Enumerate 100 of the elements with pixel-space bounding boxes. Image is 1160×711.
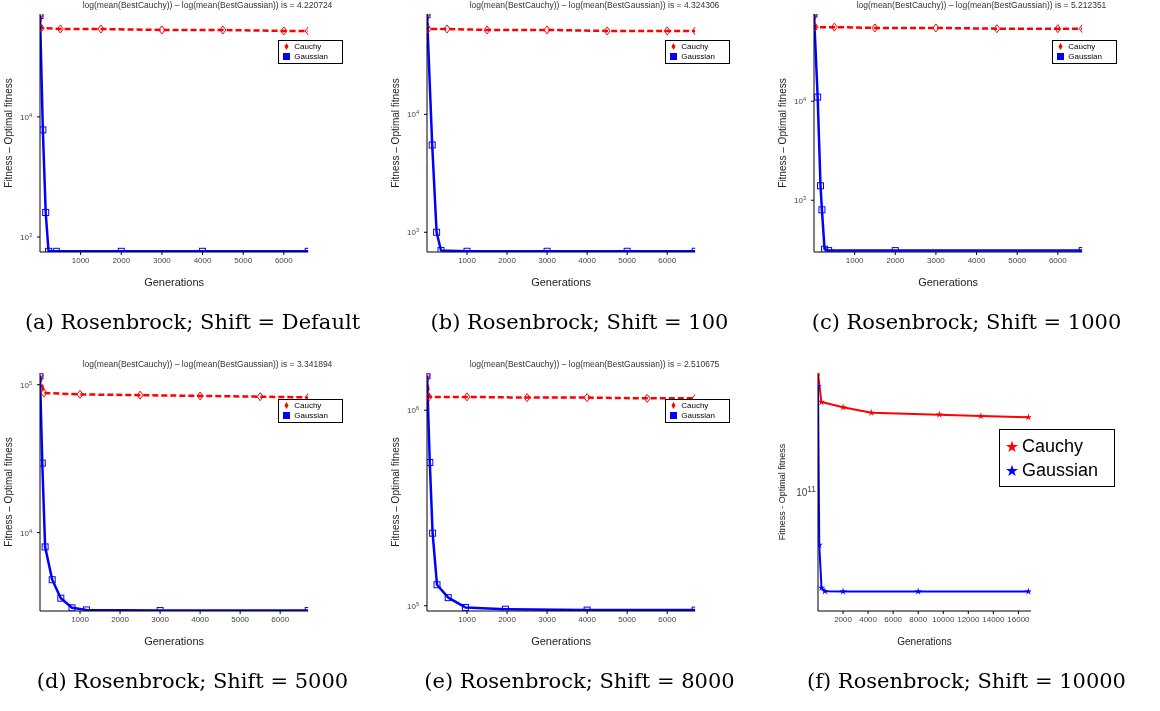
legend-label: Gaussian xyxy=(294,410,328,420)
point xyxy=(483,25,491,35)
y-tick-label: 10$^{3}$ xyxy=(793,195,806,206)
chart-title: log(mean(BestCauchy)) – log(mean(BestGaussian)) is = 3.341894 xyxy=(81,358,334,369)
x-tick-label: 2000 xyxy=(111,614,130,624)
y-tick-label: 10$^{4}$ xyxy=(19,111,32,122)
point xyxy=(219,25,227,35)
legend-label: Gaussian xyxy=(294,52,328,61)
point xyxy=(839,587,847,595)
x-tick-label: 6000 xyxy=(658,614,677,624)
point xyxy=(1024,587,1031,595)
x-tick-label: 6000 xyxy=(1048,255,1068,265)
chart-title: log(mean(BestCauchy)) – log(mean(BestGaussian)) is = 4.324306 xyxy=(468,0,721,10)
point xyxy=(68,603,76,611)
x-tick-label: 3000 xyxy=(153,255,172,265)
x-axis-title: Generations xyxy=(531,634,592,647)
x-tick-label: 5000 xyxy=(618,255,637,265)
point xyxy=(433,228,441,236)
point xyxy=(158,25,166,35)
x-tick-label: 2000 xyxy=(112,255,131,265)
x-tick-label: 4000 xyxy=(578,614,597,624)
x-tick-label: 5000 xyxy=(1008,255,1027,265)
chart-title: log(mean(BestCauchy)) – log(mean(BestGaussian)) is = 4.220724 xyxy=(81,0,334,10)
y-axis-title: Fitness - Optimal fitness xyxy=(777,442,788,540)
x-tick-label: 6000 xyxy=(271,614,290,624)
x-tick-label: 1000 xyxy=(458,255,477,265)
text: (e) Rosenbrock; Shift = 8000 xyxy=(423,668,736,693)
point xyxy=(603,26,611,36)
point xyxy=(40,387,48,397)
x-tick-label: 3000 xyxy=(151,614,170,624)
legend-label: Cauchy xyxy=(294,42,322,51)
text: (c) Rosenbrock; Shift = 1000 xyxy=(810,310,1123,334)
point xyxy=(993,24,1001,34)
point xyxy=(428,141,436,149)
point xyxy=(818,206,826,214)
legend-label: Cauchy xyxy=(1068,42,1096,51)
x-axis-title: Generations xyxy=(897,635,952,647)
y-axis-title: Fitness – Optimal fitness xyxy=(389,78,401,188)
point xyxy=(444,593,452,601)
x-tick-label: 4000 xyxy=(191,614,210,624)
legend-label: Cauchy xyxy=(1021,435,1083,456)
point xyxy=(443,24,451,34)
text: (a) Rosenbrock; Shift = Default xyxy=(23,310,362,334)
point xyxy=(1024,412,1031,420)
point xyxy=(935,410,944,418)
x-tick-label: 4000 xyxy=(578,255,597,265)
x-tick-label: 5000 xyxy=(618,614,637,624)
x-tick-label: 1000 xyxy=(71,255,91,265)
point xyxy=(583,392,591,402)
legend-label: Gaussian xyxy=(1021,459,1098,480)
x-tick-label: 2000 xyxy=(498,255,517,265)
point xyxy=(914,587,922,595)
point xyxy=(461,603,469,611)
x-tick-label: 4000 xyxy=(193,255,212,265)
point xyxy=(977,411,985,419)
legend-label: Cauchy xyxy=(681,42,709,51)
point xyxy=(48,575,56,583)
x-tick-label: 6000 xyxy=(274,255,294,265)
text: 10$^{11}$ xyxy=(795,483,816,498)
y-tick-label: 10$^{3}$ xyxy=(19,232,32,242)
x-tick-label: 6000 xyxy=(884,614,903,624)
y-tick-label: 10$^{4}$ xyxy=(19,527,32,538)
x-tick-label: 4000 xyxy=(967,255,986,265)
point xyxy=(871,23,879,33)
point xyxy=(523,392,531,402)
legend-label: Gaussian xyxy=(1068,52,1102,61)
point xyxy=(42,208,50,216)
point xyxy=(463,391,471,401)
x-tick-label: 2000 xyxy=(886,255,905,265)
x-tick-label: 2000 xyxy=(498,614,517,624)
x-tick-label: 8000 xyxy=(909,614,928,624)
point xyxy=(663,26,671,36)
x-tick-label: 3000 xyxy=(538,614,557,624)
y-axis-title: Fitness – Optimal fitness xyxy=(389,436,401,547)
point xyxy=(256,391,264,401)
point xyxy=(40,126,47,134)
point xyxy=(76,389,84,399)
point xyxy=(196,390,204,400)
y-axis-title: Fitness – Optimal fitness xyxy=(2,436,14,547)
x-tick-label: 1000 xyxy=(845,255,865,265)
point xyxy=(821,245,829,252)
y-tick-label: 10$^{3}$ xyxy=(406,227,419,238)
chart-title: log(mean(BestCauchy)) – log(mean(BestGaussian)) is = 5.212351 xyxy=(855,0,1108,10)
point xyxy=(543,25,551,35)
y-axis-title: Fitness – Optimal fitness xyxy=(776,78,788,188)
legend-label: Cauchy xyxy=(294,400,322,410)
y-tick-label: 10$^{5}$ xyxy=(406,600,419,611)
x-tick-label: 3000 xyxy=(538,255,557,265)
text: (f) Rosenbrock; Shift = 10000 xyxy=(806,668,1127,693)
point xyxy=(1054,24,1062,34)
point xyxy=(97,24,105,34)
x-tick-label: 4000 xyxy=(859,614,878,624)
x-tick-label: 12000 xyxy=(957,614,980,624)
y-axis-title: Fitness – Optimal fitness xyxy=(2,78,14,188)
x-tick-label: 6000 xyxy=(658,255,677,265)
x-tick-label: 1000 xyxy=(71,614,90,624)
point xyxy=(839,402,847,410)
x-tick-label: 16000 xyxy=(1007,614,1031,624)
point xyxy=(40,459,46,467)
point xyxy=(429,529,437,537)
